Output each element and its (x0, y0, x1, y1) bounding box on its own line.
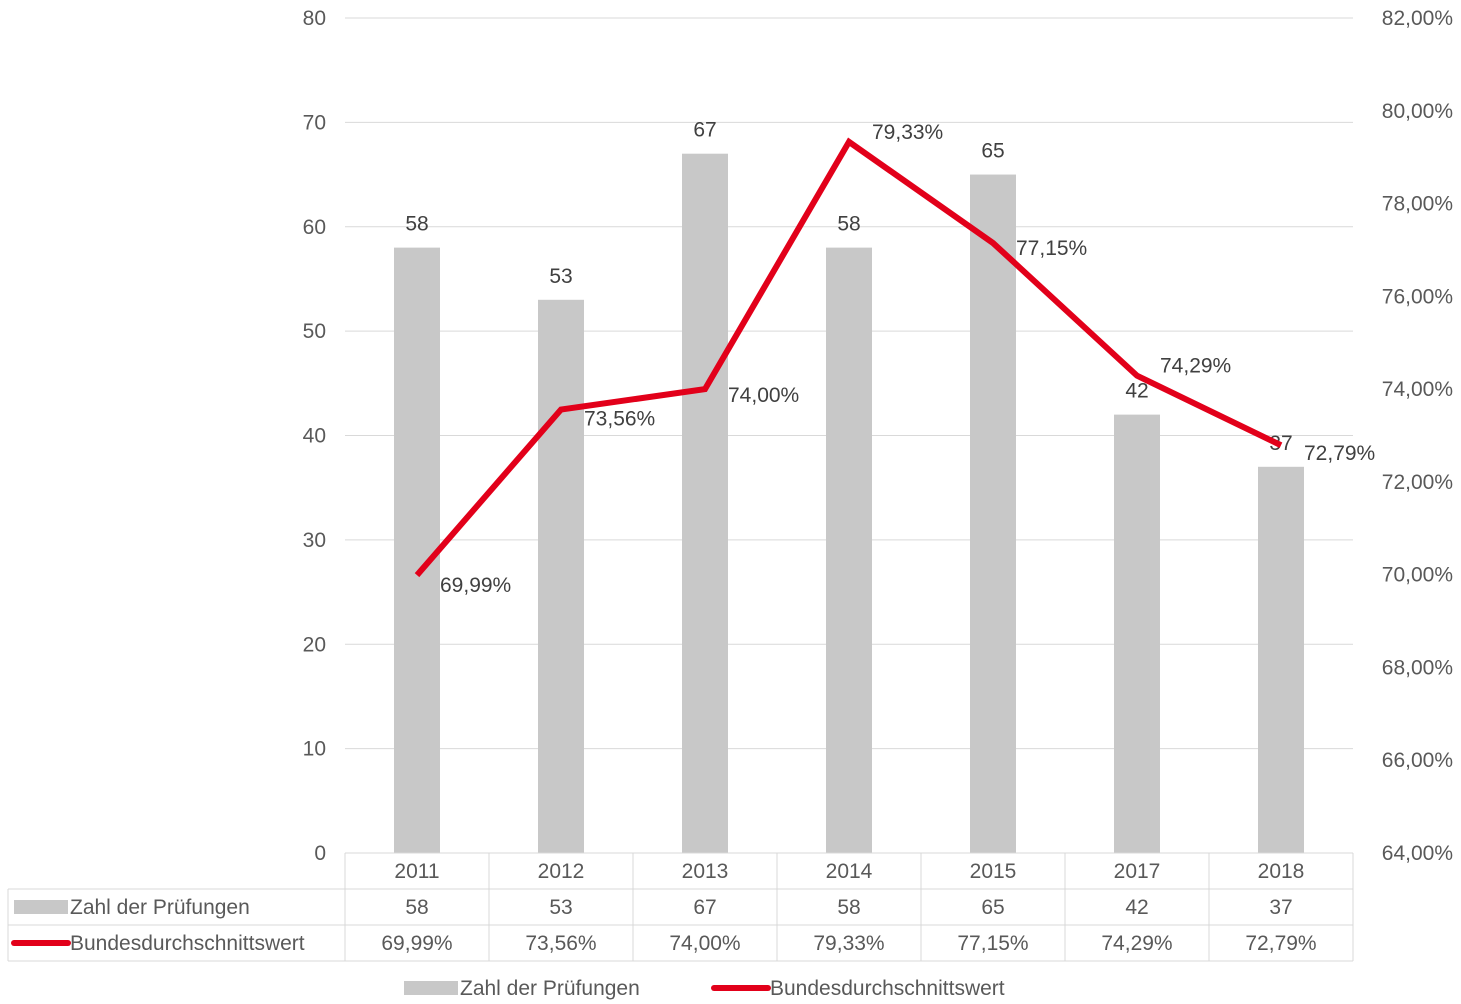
line-value-label: 74,29% (1160, 355, 1231, 378)
bar (682, 153, 728, 853)
table-cell: 74,00% (669, 932, 740, 955)
bar (394, 247, 440, 853)
y-left-tick-label: 10 (303, 738, 326, 761)
table-cell: 69,99% (381, 932, 452, 955)
table-cell: 74,29% (1101, 932, 1172, 955)
line-series-bundesdurchschnittswert (414, 137, 1283, 578)
line-value-label: 77,15% (1016, 237, 1087, 260)
line-value-label: 74,00% (728, 384, 799, 407)
y-left-tick-label: 50 (303, 320, 326, 343)
table-cell: 79,33% (813, 932, 884, 955)
x-tick-label: 2013 (682, 860, 729, 883)
y-left-tick-label: 80 (303, 7, 326, 30)
y-left-tick-label: 30 (303, 529, 326, 552)
table-legend-key-bars (14, 900, 68, 914)
y-left-tick-label: 40 (303, 425, 326, 448)
bar-value-label: 65 (981, 140, 1004, 163)
table-cell: 65 (981, 896, 1004, 919)
y-right-tick-label: 78,00% (1382, 193, 1453, 216)
bar-value-label: 58 (405, 213, 428, 236)
bar (970, 174, 1016, 853)
legend-key-bars (404, 981, 458, 995)
x-tick-label: 2018 (1258, 860, 1305, 883)
table-cell: 37 (1269, 896, 1292, 919)
y-left-tick-label: 70 (303, 111, 326, 134)
table-cell: 53 (549, 896, 572, 919)
bar (1258, 466, 1304, 853)
bar-value-label: 42 (1125, 380, 1148, 403)
y-right-tick-label: 64,00% (1382, 842, 1453, 865)
line-value-label: 73,56% (584, 408, 655, 431)
table-cell: 42 (1125, 896, 1148, 919)
legend-label-line: Bundesdurchschnittswert (770, 977, 1005, 1000)
y-right-tick-label: 68,00% (1382, 656, 1453, 679)
y-right-tick-label: 70,00% (1382, 564, 1453, 587)
table-cell: 67 (693, 896, 716, 919)
x-tick-label: 2011 (394, 860, 439, 883)
y-right-tick-label: 76,00% (1382, 285, 1453, 308)
table-row-label-bars: Zahl der Prüfungen (70, 896, 250, 919)
bar (538, 299, 584, 853)
y-left-tick-label: 60 (303, 216, 326, 239)
y-right-tick-label: 72,00% (1382, 471, 1453, 494)
table-row-label-line: Bundesdurchschnittswert (70, 932, 305, 955)
y-left-tick-label: 0 (314, 842, 326, 865)
table-cell: 58 (405, 896, 428, 919)
y-left-tick-label: 20 (303, 633, 326, 656)
line-value-label: 79,33% (872, 121, 943, 144)
bar (826, 247, 872, 853)
bar-value-label: 67 (693, 119, 716, 142)
y-right-tick-label: 82,00% (1382, 7, 1453, 30)
line-value-label: 69,99% (440, 574, 511, 597)
table-cell: 77,15% (957, 932, 1028, 955)
x-tick-label: 2014 (826, 860, 873, 883)
table-cell: 73,56% (525, 932, 596, 955)
x-tick-label: 2017 (1114, 860, 1161, 883)
x-tick-label: 2012 (538, 860, 585, 883)
table-cell: 58 (837, 896, 860, 919)
y-right-tick-label: 66,00% (1382, 749, 1453, 772)
line-value-label: 72,79% (1304, 442, 1375, 465)
bar-value-label: 53 (549, 265, 572, 288)
bar-value-label: 58 (837, 213, 860, 236)
y-right-tick-label: 74,00% (1382, 378, 1453, 401)
bar (1114, 414, 1160, 853)
y-right-tick-label: 80,00% (1382, 100, 1453, 123)
legend-label-bars: Zahl der Prüfungen (460, 977, 640, 1000)
x-tick-label: 2015 (970, 860, 1017, 883)
table-cell: 72,79% (1245, 932, 1316, 955)
